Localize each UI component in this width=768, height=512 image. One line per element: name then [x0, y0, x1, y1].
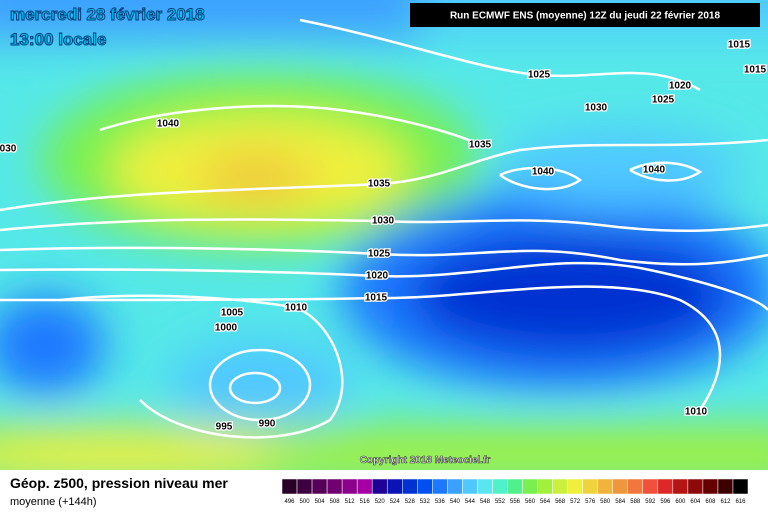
scale-swatch	[492, 478, 508, 495]
scale-label: 520	[375, 499, 386, 505]
scale-label: 532	[420, 499, 431, 505]
scale-label: 544	[465, 499, 476, 505]
scale-label: 580	[600, 499, 611, 505]
scale-label: 572	[570, 499, 581, 505]
scale-label: 608	[705, 499, 716, 505]
isobar-label: 1015	[728, 40, 751, 51]
scale-swatch	[341, 478, 358, 495]
legend-title: Géop. z500, pression niveau mer	[10, 475, 228, 491]
scale-swatch	[627, 478, 644, 495]
scale-swatch	[477, 478, 493, 495]
copyright: Copyright 2018 Meteociel.fr	[360, 455, 491, 466]
scale-swatch	[462, 478, 478, 495]
isobar-lines	[0, 18, 768, 439]
scale-swatch	[597, 478, 613, 495]
scale-swatch	[371, 478, 388, 495]
scale-label: 564	[540, 499, 551, 505]
run-label: Run ECMWF ENS (moyenne) 12Z du jeudi 22 …	[450, 11, 721, 22]
field	[0, 0, 768, 485]
scale-swatch	[417, 478, 433, 495]
scale-swatch	[657, 478, 674, 495]
scale-label: 500	[300, 499, 311, 505]
scale-label: 616	[735, 499, 746, 505]
scale-swatch	[642, 478, 659, 495]
scale-label: 496	[285, 499, 296, 505]
isobar-label: 1030	[372, 216, 395, 227]
isobar-label: 1010	[685, 407, 708, 418]
isobar-label: 1000	[215, 323, 238, 334]
scale-label: 556	[510, 499, 521, 505]
scale-swatch	[717, 478, 734, 495]
scale-label: 552	[495, 499, 506, 505]
scale-label: 604	[690, 499, 701, 505]
scale-swatch	[612, 478, 628, 495]
isobar-label: 1020	[669, 81, 692, 92]
scale-swatch	[582, 478, 598, 495]
time-label: 13:00 locale	[10, 30, 106, 49]
isobar-label: 995	[216, 422, 233, 433]
scale-label: 568	[555, 499, 566, 505]
scale-label: 508	[330, 499, 341, 505]
isobar-label: 030	[0, 144, 17, 155]
scale-swatch	[537, 478, 553, 495]
scale-label: 536	[435, 499, 446, 505]
isobar-label: 1040	[643, 165, 666, 176]
isobar-label: 990	[259, 419, 276, 430]
scale-label: 612	[720, 499, 731, 505]
scale-swatch	[281, 478, 298, 495]
scale-label: 600	[675, 499, 686, 505]
scale-label: 504	[315, 499, 326, 505]
isobar-label: 1010	[285, 303, 308, 314]
scale-swatch	[402, 478, 418, 495]
isobar-label: 1025	[368, 249, 391, 260]
isobar-label: 1035	[368, 179, 391, 190]
scale-swatch	[432, 478, 448, 495]
scale-swatch	[386, 478, 403, 495]
scale-swatch	[447, 478, 463, 495]
run-banner	[410, 3, 760, 27]
color-scale: 496 500 504 508 512 516 520 524 528 532 536 540 544 5…	[281, 478, 749, 505]
scale-swatch	[567, 478, 583, 495]
scale-label: 592	[645, 499, 656, 505]
date-label: mercredi 28 février 2018	[10, 5, 205, 24]
scale-swatch	[296, 478, 313, 495]
scale-swatch	[326, 478, 343, 495]
scale-label: 528	[405, 499, 416, 505]
scale-label: 548	[480, 499, 491, 505]
scale-swatch	[356, 478, 373, 495]
scale-label: 540	[450, 499, 461, 505]
scale-swatch	[732, 478, 749, 495]
scale-swatch	[522, 478, 538, 495]
isobar-label: 1030	[585, 103, 608, 114]
isobar-label: 1040	[532, 167, 555, 178]
scale-label: 576	[585, 499, 596, 505]
scale-swatch	[687, 478, 704, 495]
scale-swatch	[702, 478, 719, 495]
isobar-label: 1025	[652, 95, 675, 106]
isobar-labels: 1040 1035 1035 1030 1025 1020 1015 1010 1005 1000…	[0, 38, 768, 434]
isobar-label: 1020	[366, 271, 389, 282]
scale-swatch	[507, 478, 523, 495]
scale-label: 588	[630, 499, 641, 505]
scale-label: 524	[390, 499, 401, 505]
scale-swatch	[552, 478, 568, 495]
scale-label: 560	[525, 499, 536, 505]
isobar-label: 1040	[157, 119, 180, 130]
scale-label: 512	[345, 499, 356, 505]
scale-swatch	[672, 478, 689, 495]
scale-label: 596	[660, 499, 671, 505]
isobar-label: 1015	[365, 293, 388, 304]
isobar-label: 1025	[528, 70, 551, 81]
isobar-label: 1035	[469, 140, 492, 151]
isobar-label: 1015	[744, 65, 767, 76]
scale-label: 584	[615, 499, 626, 505]
isobar-label: 1005	[221, 308, 244, 319]
legend-subtitle: moyenne (+144h)	[10, 496, 97, 508]
scale-label: 516	[360, 499, 371, 505]
scale-swatch	[311, 478, 328, 495]
